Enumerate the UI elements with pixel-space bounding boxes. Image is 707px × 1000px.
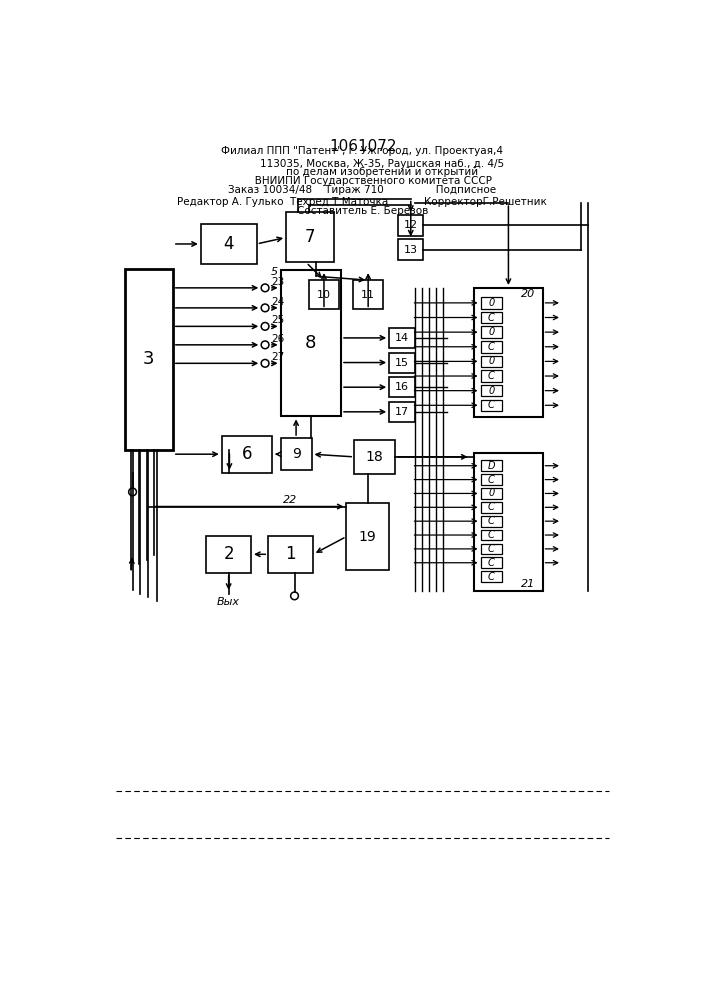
- Text: 17: 17: [395, 407, 409, 417]
- Bar: [481, 356, 502, 367]
- Text: 18: 18: [366, 450, 383, 464]
- Text: 25: 25: [271, 315, 284, 325]
- Text: 9: 9: [292, 447, 300, 461]
- Text: 0: 0: [489, 488, 494, 498]
- Text: Заказ 10034/48    Тираж 710                Подписное: Заказ 10034/48 Тираж 710 Подписное: [228, 185, 496, 195]
- Text: C: C: [488, 530, 495, 540]
- Text: 20: 20: [522, 289, 536, 299]
- Text: C: C: [488, 475, 495, 485]
- Bar: [481, 502, 502, 513]
- Bar: [481, 341, 502, 353]
- Text: C: C: [488, 572, 495, 582]
- Text: 14: 14: [395, 333, 409, 343]
- Bar: [481, 400, 502, 411]
- Bar: [481, 385, 502, 396]
- Text: 16: 16: [395, 382, 409, 392]
- Bar: [389, 353, 416, 373]
- Text: C: C: [488, 558, 495, 568]
- Bar: [474, 288, 542, 417]
- Bar: [125, 269, 173, 450]
- Text: 23: 23: [271, 277, 284, 287]
- Text: 1: 1: [286, 545, 296, 563]
- Bar: [346, 503, 389, 570]
- Text: 0: 0: [489, 298, 494, 308]
- Bar: [481, 312, 502, 323]
- Text: C: C: [488, 371, 495, 381]
- Text: 0: 0: [489, 356, 494, 366]
- Bar: [354, 440, 395, 474]
- Bar: [398, 239, 423, 260]
- Bar: [206, 536, 251, 573]
- Bar: [286, 212, 334, 262]
- Text: 0: 0: [489, 386, 494, 396]
- Text: 10: 10: [317, 290, 331, 300]
- Bar: [481, 474, 502, 485]
- Bar: [389, 402, 416, 422]
- Bar: [481, 460, 502, 471]
- Text: 19: 19: [359, 530, 377, 544]
- Text: 0: 0: [489, 327, 494, 337]
- Bar: [201, 224, 257, 264]
- Bar: [281, 438, 312, 470]
- Bar: [309, 280, 339, 309]
- Text: C: C: [488, 516, 495, 526]
- Text: 8: 8: [305, 334, 317, 352]
- Bar: [481, 571, 502, 582]
- Bar: [281, 270, 341, 416]
- Bar: [481, 557, 502, 568]
- Text: D: D: [488, 461, 495, 471]
- Bar: [481, 544, 502, 554]
- Text: ВНИИПИ Государственного комитета СССР: ВНИИПИ Государственного комитета СССР: [233, 176, 492, 186]
- Text: C: C: [488, 313, 495, 323]
- Text: 6: 6: [242, 445, 252, 463]
- Bar: [389, 328, 416, 348]
- Text: Редактор А. Гулько  Техред Т.Маточка           КорректорГ.Решетник: Редактор А. Гулько Техред Т.Маточка Корр…: [177, 197, 547, 207]
- Bar: [389, 377, 416, 397]
- Text: 26: 26: [271, 334, 284, 344]
- Text: 2: 2: [223, 545, 234, 563]
- Bar: [481, 530, 502, 540]
- Text: 3: 3: [143, 350, 155, 368]
- Bar: [481, 488, 502, 499]
- Text: по делам изобретений и открытий: по делам изобретений и открытий: [247, 167, 478, 177]
- Text: 113035, Москва, Ж-35, Раушская наб., д. 4/5: 113035, Москва, Ж-35, Раушская наб., д. …: [221, 159, 504, 169]
- Text: 7: 7: [305, 228, 315, 246]
- Text: 12: 12: [404, 220, 418, 230]
- Bar: [481, 370, 502, 382]
- Text: 11: 11: [361, 290, 375, 300]
- Text: 27: 27: [271, 352, 284, 362]
- Text: 22: 22: [283, 495, 297, 505]
- Text: 15: 15: [395, 358, 409, 368]
- Text: Вых: Вых: [217, 597, 240, 607]
- Text: C: C: [488, 502, 495, 512]
- Text: 13: 13: [404, 245, 418, 255]
- Text: C: C: [488, 400, 495, 410]
- Text: 4: 4: [223, 235, 234, 253]
- Text: 1061072: 1061072: [329, 139, 397, 154]
- Text: 21: 21: [522, 579, 536, 589]
- Bar: [481, 516, 502, 527]
- Text: 5: 5: [271, 267, 278, 277]
- Bar: [268, 536, 313, 573]
- Bar: [474, 453, 542, 591]
- Bar: [354, 280, 383, 309]
- Bar: [222, 436, 272, 473]
- Text: Филиал ППП "Патент", г. Ужгород, ул. Проектуая,4: Филиал ППП "Патент", г. Ужгород, ул. Про…: [221, 146, 503, 156]
- Text: 24: 24: [271, 297, 284, 307]
- Text: C: C: [488, 544, 495, 554]
- Text: C: C: [488, 342, 495, 352]
- Bar: [481, 326, 502, 338]
- Bar: [481, 297, 502, 309]
- Text: Составитель Е. Березов: Составитель Е. Березов: [297, 206, 428, 216]
- Bar: [398, 215, 423, 235]
